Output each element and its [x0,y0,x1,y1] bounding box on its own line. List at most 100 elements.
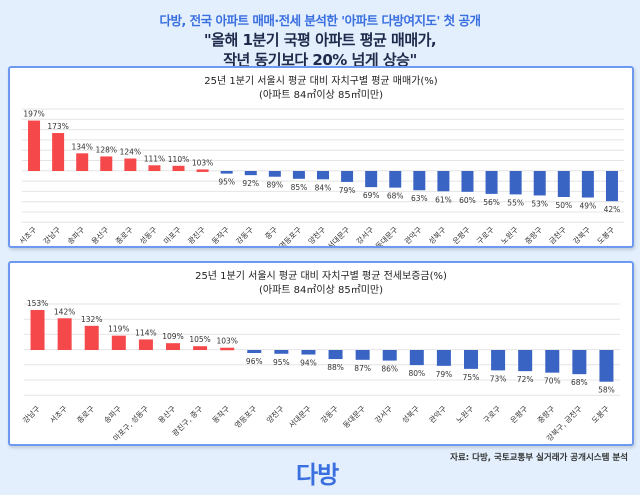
data-label: 84% [315,183,332,192]
category-label: 영등포구 [232,403,259,430]
category-label: 구로구 [475,225,496,246]
data-label: 103% [192,158,213,167]
category-label: 도봉구 [590,404,611,425]
category-label: 도봉구 [595,225,616,246]
data-label: 124% [120,148,141,157]
category-label: 광진구 [185,224,207,246]
category-label: 송파구 [102,404,123,425]
bar-서대문구 [341,171,354,182]
bar-강북구 [581,171,594,198]
bar-강북구, 금천구 [572,350,587,375]
data-label: 119% [108,325,129,334]
data-label: 53% [531,199,548,208]
data-label: 197% [23,110,44,119]
data-label: 96% [246,357,263,366]
category-label: 용산구 [89,224,111,246]
jeonse-deposit-chart-panel: 25년 1분기 서울시 평균 대비 자치구별 평균 전세보증금(%) (아파트 … [8,261,634,446]
category-label: 강서구 [354,224,376,246]
bar-영등포구 [292,171,305,179]
category-label: 동대문구 [374,225,400,246]
data-label: 75% [463,373,480,382]
category-label: 종로구 [114,225,135,246]
chart-subtitle-text: (아파트 84㎡이상 85㎡미만) [258,90,383,101]
data-label: 42% [604,205,621,214]
category-label: 송파구 [66,225,87,246]
category-label: 서초구 [17,225,38,246]
bar-동대문구 [389,171,402,188]
category-label: 중랑구 [523,225,544,246]
data-label: 94% [300,359,317,368]
data-label: 79% [436,370,453,379]
bar-동작구 [220,171,233,174]
bar-마포구 [172,165,185,171]
category-label: 강남구 [41,224,63,246]
bar-양천구 [274,350,289,354]
bar-강서구 [382,350,397,361]
data-label: 58% [598,386,615,395]
data-label: 68% [571,378,588,387]
bar-용산구 [166,343,180,350]
bar-중구 [268,171,281,177]
category-label: 관악구 [402,224,424,246]
data-label: 103% [216,337,237,346]
chart-subtitle-text: (아파트 84㎡이상 85㎡미만) [258,285,383,296]
category-label: 서대문구 [326,225,352,246]
data-label: 134% [71,142,92,151]
bar-성북구 [437,171,450,192]
category-label: 양천구 [264,403,286,425]
data-label: 114% [135,328,156,337]
category-label: 성동구 [138,225,159,246]
data-label: 142% [54,307,75,316]
data-label: 109% [162,332,183,341]
category-label: 강서구 [372,403,394,425]
chart-title: 25년 1분기 서울시 평균 대비 자치구별 평균 매매가(%) (아파트 84… [10,75,632,103]
data-label: 111% [144,154,165,163]
category-label: 관악구 [427,403,449,425]
category-label: 은평구 [450,224,472,246]
bar-노원구 [464,350,478,369]
data-label: 73% [490,374,507,383]
category-label: 강동구 [318,403,340,425]
category-label: 성북구 [427,225,448,246]
bar-마포구, 성동구 [138,339,153,350]
chart-title: 25년 1분기 서울시 평균 대비 자치구별 평균 전세보증금(%) (아파트 … [10,270,632,298]
bar-강동구 [244,171,257,176]
data-label: 89% [267,181,284,190]
bar-노원구 [509,171,522,195]
data-label: 87% [354,364,371,373]
category-label: 강북구 [571,224,593,246]
bar-광진구, 중구 [193,346,208,350]
bar-구로구 [491,350,506,371]
header: 다방, 전국 아파트 매매·전세 분석한 '아파트 다방여지도' 첫 공개 "올… [0,0,640,69]
source-note: 자료: 다방, 국토교통부 실거래가 공개시스템 분석 [450,453,628,463]
category-label: 구로구 [482,404,503,425]
category-label: 노원구 [499,225,520,246]
category-label: 서대문구 [287,404,313,430]
bar-강서구 [365,171,378,188]
category-label: 노원구 [454,404,475,425]
bar-도봉구 [599,350,614,382]
bar-관악구 [413,171,426,191]
bar-송파구 [76,153,89,171]
data-label: 49% [580,202,597,211]
data-label: 153% [27,299,48,308]
data-label: 95% [273,358,290,367]
bar-강남구 [30,309,45,350]
data-label: 80% [408,369,425,378]
category-label: 금천구 [547,224,569,246]
category-label: 서초구 [48,404,69,425]
bar-중랑구 [533,171,546,196]
bar-종로구 [124,158,137,171]
bar-용산구 [100,156,113,171]
bar-광진구 [196,169,209,172]
bar-서초구 [28,120,41,171]
bar-송파구 [111,335,126,350]
data-label: 69% [363,191,380,200]
bar-은평구 [518,350,533,372]
bar-구로구 [485,171,498,194]
data-label: 173% [47,122,68,131]
data-label: 50% [555,201,572,210]
data-label: 72% [517,375,534,384]
data-label: 70% [544,377,561,386]
